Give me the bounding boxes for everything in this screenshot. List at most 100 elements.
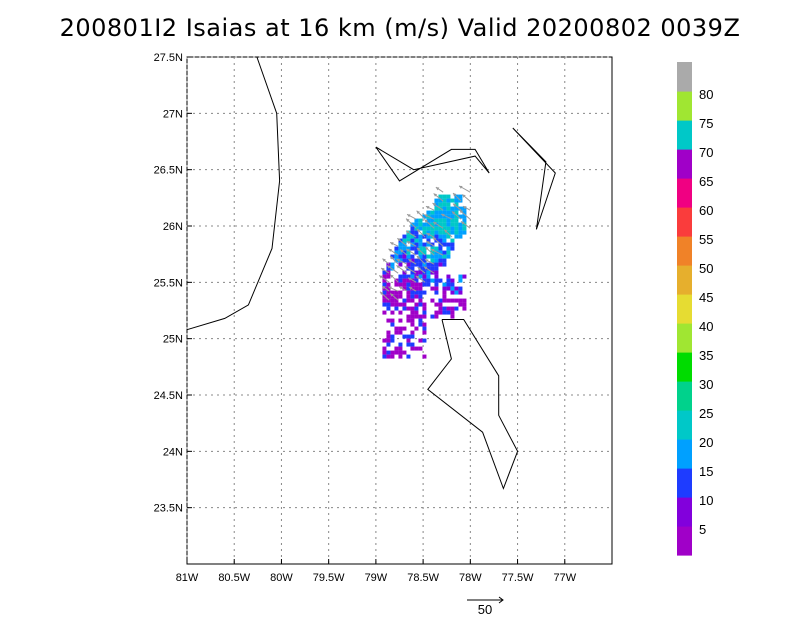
wind-speed-cell	[442, 242, 447, 247]
colorbar-label: 55	[699, 232, 713, 247]
wind-speed-cell	[434, 234, 439, 239]
wind-speed-cell	[422, 214, 427, 219]
wind-speed-cell	[422, 254, 427, 259]
wind-speed-cell	[422, 326, 427, 331]
wind-speed-cell	[418, 270, 423, 275]
wind-speed-cell	[442, 290, 447, 295]
wind-vector-head	[426, 233, 431, 237]
wind-vector-head	[388, 248, 393, 252]
wind-speed-cell	[406, 262, 411, 267]
wind-speed-cell	[398, 326, 403, 331]
wind-speed-cell	[422, 230, 427, 235]
wind-vector-head	[406, 241, 411, 245]
wind-speed-cell	[414, 278, 419, 283]
wind-speed-cell	[386, 318, 391, 323]
wind-speed-cell	[398, 242, 403, 247]
wind-speed-cell	[402, 282, 407, 287]
wind-vector-head	[390, 274, 394, 278]
colorbar-label: 45	[699, 290, 713, 305]
wind-speed-cell	[410, 282, 415, 287]
wind-speed-cell	[382, 290, 387, 295]
wind-speed-cell	[414, 222, 419, 227]
wind-speed-cell	[450, 242, 455, 247]
wind-speed-cell	[430, 222, 435, 227]
wind-vector-head	[416, 210, 420, 215]
wind-speed-cell	[390, 310, 395, 315]
wind-speed-cell	[446, 222, 451, 227]
colorbar-segment	[677, 410, 692, 440]
colorbar-segment	[677, 381, 692, 411]
wind-speed-cell	[454, 198, 459, 203]
wind-speed-cell	[442, 250, 447, 255]
wind-speed-cell	[398, 274, 403, 279]
colorbar-segment	[677, 149, 692, 179]
wind-speed-cell	[414, 306, 419, 311]
wind-speed-cell	[434, 262, 439, 267]
wind-speed-cell	[434, 246, 439, 251]
wind-speed-cell	[398, 302, 403, 307]
wind-speed-cell	[422, 290, 427, 295]
wind-speed-cell	[390, 254, 395, 259]
wind-vector-head	[390, 256, 394, 260]
colorbar-label: 80	[699, 87, 713, 102]
wind-speed-cell	[430, 210, 435, 215]
wind-vector-head	[390, 242, 394, 246]
wind-speed-cell	[410, 254, 415, 259]
wind-speed-cell	[438, 306, 443, 311]
wind-speed-cell	[450, 286, 455, 291]
wind-speed-cell	[462, 214, 467, 219]
wind-speed-cell	[454, 230, 459, 235]
wind-speed-cell	[426, 218, 431, 223]
wind-speed-cell	[386, 282, 391, 287]
colorbar-segment	[677, 207, 692, 237]
wind-speed-cell	[446, 278, 451, 283]
wind-speed-cell	[418, 322, 423, 327]
wind-speed-cell	[430, 214, 435, 219]
wind-speed-cell	[422, 338, 427, 343]
wind-speed-cell	[410, 238, 415, 243]
colorbar-segment	[677, 323, 692, 353]
wind-speed-cell	[394, 330, 399, 335]
wind-speed-cell	[426, 262, 431, 267]
wind-speed-cell	[458, 286, 463, 291]
wind-speed-cell	[446, 230, 451, 235]
wind-speed-cell	[398, 278, 403, 283]
wind-speed-cell	[462, 218, 467, 223]
colorbar-segment	[677, 294, 692, 324]
wind-vector-head	[459, 185, 463, 189]
wind-speed-cell	[382, 302, 387, 307]
wind-speed-cell	[394, 246, 399, 251]
wind-speed-cell	[426, 210, 431, 215]
wind-speed-cell	[438, 310, 443, 315]
wind-vector-head	[444, 229, 448, 233]
reference-vector-label: 50	[478, 602, 492, 617]
wind-speed-cell	[442, 230, 447, 235]
wind-speed-cell	[390, 322, 395, 327]
wind-speed-cell	[430, 226, 435, 231]
wind-speed-cell	[422, 314, 427, 319]
wind-speed-cell	[386, 302, 391, 307]
wind-speed-cell	[446, 246, 451, 251]
colorbar-label: 75	[699, 116, 713, 131]
wind-vector-head	[416, 229, 421, 233]
colorbar-segment	[677, 352, 692, 382]
x-tick-label: 79.5W	[313, 572, 345, 584]
wind-speed-cell	[446, 306, 451, 311]
plot-frame	[186, 56, 613, 565]
wind-speed-cell	[414, 250, 419, 255]
wind-speed-cell	[442, 282, 447, 287]
wind-speed-cell	[442, 206, 447, 211]
wind-speed-cell	[462, 274, 467, 279]
wind-speed-cell	[414, 270, 419, 275]
wind-speed-cell	[406, 258, 411, 263]
wind-vector-head	[451, 211, 456, 215]
wind-speed-cell	[422, 274, 427, 279]
wind-speed-cell	[430, 230, 435, 235]
wind-speed-cell	[430, 298, 435, 303]
wind-speed-cell	[426, 222, 431, 227]
wind-speed-cell	[430, 278, 435, 283]
wind-vector-head	[432, 203, 436, 207]
wind-speed-cell	[382, 354, 387, 359]
x-tick-label: 80.5W	[218, 572, 250, 584]
wind-vector-head	[433, 221, 437, 226]
